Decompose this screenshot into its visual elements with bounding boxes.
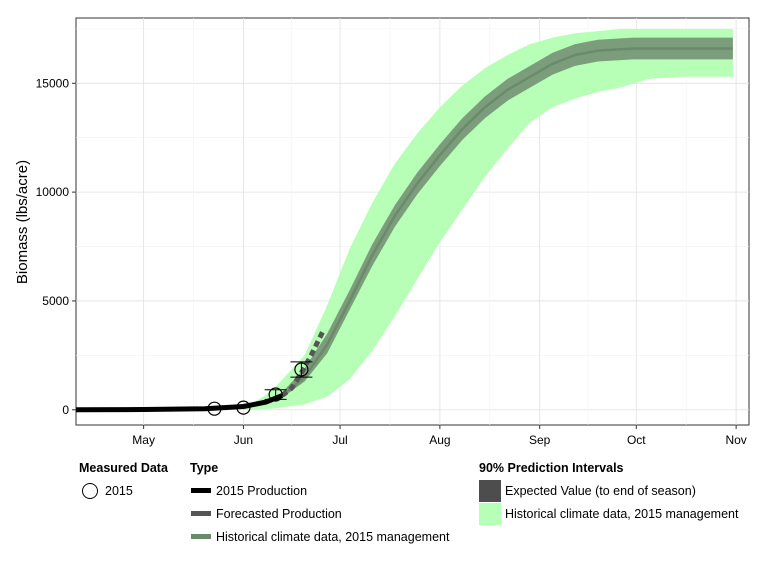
measured-point [207, 401, 222, 416]
y-tick-label: 10000 [36, 185, 70, 199]
x-tick-label: Jul [332, 433, 347, 447]
y-tick-label: 0 [62, 403, 69, 417]
prediction-bands [243, 28, 733, 410]
x-tick-label: Oct [627, 433, 646, 447]
measured-point [294, 362, 309, 377]
legend-item-historical-line: Historical climate data, 2015 management [190, 525, 449, 548]
legend-label: 2015 Production [216, 483, 308, 498]
legend-measured-title: Measured Data [79, 461, 168, 475]
legend-item-2015: 2015 [79, 479, 168, 502]
measured-points [207, 361, 313, 416]
legend-label: 2015 [105, 483, 133, 498]
line-historical-climate [281, 47, 733, 397]
x-tick-label: May [132, 433, 155, 447]
x-tick-label: Sep [529, 433, 551, 447]
legend-type-title: Type [190, 461, 219, 475]
measured-point [236, 400, 251, 415]
measured-point [268, 387, 283, 402]
chart: 0 5000 10000 15000 May Jun Jul Aug Sep Oct Nov Bio… [14, 17, 750, 447]
legend-item-production: 2015 Production [190, 479, 449, 502]
legend-label: Historical climate data, 2015 management [216, 529, 450, 544]
legend-item-expected: Expected Value (to end of season) [479, 479, 738, 502]
y-axis-title: Biomass (lbs/acre) [14, 160, 31, 284]
solid-line-icon [190, 526, 212, 548]
grid-lines [76, 18, 749, 425]
legend-measured: Measured Data 2015 [79, 461, 168, 502]
fill-swatch-icon [479, 502, 501, 525]
legend-intervals-title: 90% Prediction Intervals [479, 461, 624, 475]
fill-swatch-icon [479, 479, 501, 502]
legend-item-historical-band: Historical climate data, 2015 management [479, 502, 738, 525]
axes: 0 5000 10000 15000 May Jun Jul Aug Sep Oct Nov [36, 76, 747, 447]
legend-intervals: 90% Prediction Intervals Expected Value … [479, 461, 738, 525]
line-2015-production [75, 393, 284, 413]
band-historical [243, 28, 733, 410]
x-tick-label: Aug [429, 433, 450, 447]
solid-line-icon [190, 480, 212, 502]
dashed-line-icon [190, 503, 212, 525]
circle-marker-icon [79, 480, 101, 502]
x-tick-label: Nov [725, 433, 746, 447]
y-tick-label: 15000 [36, 76, 70, 90]
x-tick-label: Jun [234, 433, 253, 447]
legend-item-forecast: Forecasted Production [190, 502, 449, 525]
legend-label: Historical climate data, 2015 management [505, 506, 739, 521]
legend-label: Forecasted Production [216, 506, 342, 521]
y-tick-label: 5000 [42, 294, 69, 308]
legend-label: Expected Value (to end of season) [505, 483, 696, 498]
legend-type: Type 2015 Production Forecasted Producti… [190, 461, 449, 548]
